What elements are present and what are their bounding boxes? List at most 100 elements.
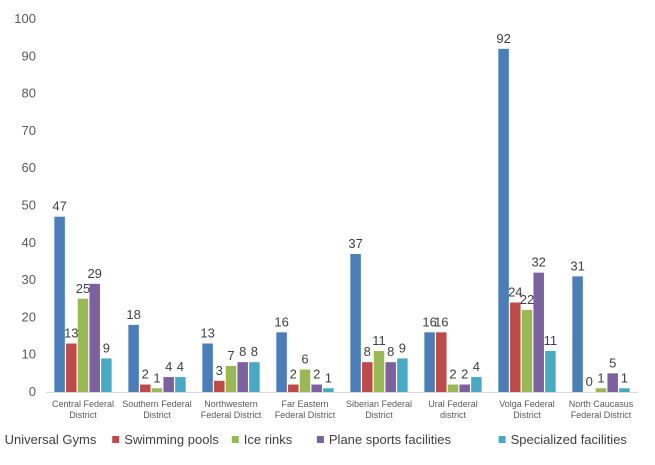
data-label: 2 xyxy=(290,367,297,382)
y-tick-label: 70 xyxy=(22,123,36,138)
bar xyxy=(202,343,213,392)
y-tick-label: 100 xyxy=(14,11,36,26)
bar xyxy=(128,324,139,392)
x-tick-label: Volga Federal xyxy=(499,399,555,409)
legend-item: Swimming pools xyxy=(112,432,219,447)
legend-swatch xyxy=(231,436,239,443)
data-label: 9 xyxy=(399,340,406,355)
legend-label: Ice rinks xyxy=(244,432,293,447)
data-label: 0 xyxy=(586,374,593,389)
x-tick-label: Far Eastern xyxy=(281,399,328,409)
data-label: 16 xyxy=(422,314,436,329)
data-label: 47 xyxy=(52,199,66,214)
legend-item: Specialized facilities xyxy=(498,432,627,447)
bar xyxy=(447,384,459,392)
bar xyxy=(163,377,174,392)
x-tick-label: District xyxy=(69,410,97,420)
data-label: 2 xyxy=(313,367,320,382)
y-tick-label: 80 xyxy=(22,86,36,101)
data-label: 6 xyxy=(301,352,308,367)
bar xyxy=(362,362,373,392)
bar xyxy=(288,384,299,392)
data-label: 3 xyxy=(216,363,223,378)
y-axis: 0 10 20 30 40 50 60 70 80 90 100 xyxy=(14,11,36,399)
data-label: 9 xyxy=(103,340,110,355)
bar xyxy=(311,384,322,392)
x-tick-label: Federal District xyxy=(571,410,632,420)
data-label: 1 xyxy=(153,370,160,385)
x-tick-label: Northwestern xyxy=(204,399,258,409)
legend-swatch xyxy=(112,436,120,443)
y-tick-label: 0 xyxy=(29,384,36,399)
legend-item: Plane sports facilities xyxy=(316,432,452,447)
data-label: 16 xyxy=(434,314,448,329)
data-label: 1 xyxy=(597,370,604,385)
y-tick-label: 60 xyxy=(22,160,36,175)
data-label: 29 xyxy=(87,266,101,281)
data-label: 25 xyxy=(76,281,90,296)
data-label: 8 xyxy=(239,344,246,359)
data-label: 2 xyxy=(142,367,149,382)
data-label: 8 xyxy=(387,344,394,359)
legend-label: Plane sports facilities xyxy=(329,432,452,447)
bar xyxy=(510,302,521,392)
x-tick-label: Ural Federal xyxy=(428,399,478,409)
data-label: 4 xyxy=(473,359,480,374)
x-tick-label: district xyxy=(440,410,467,420)
bar xyxy=(89,283,100,392)
data-label: 24 xyxy=(508,284,522,299)
x-tick-label: Central Federal xyxy=(52,399,114,409)
data-label: 4 xyxy=(165,359,172,374)
bar xyxy=(607,373,618,392)
legend-label: Universal Gyms xyxy=(5,432,97,447)
data-label: 13 xyxy=(64,326,78,341)
data-label: 7 xyxy=(227,348,234,363)
x-tick-label: Federal District xyxy=(201,410,262,420)
data-label: 22 xyxy=(520,292,534,307)
bar xyxy=(373,350,385,392)
bar xyxy=(249,362,260,392)
bar xyxy=(101,358,112,392)
bar xyxy=(397,358,408,392)
data-label: 8 xyxy=(364,344,371,359)
x-tick-label: District xyxy=(365,410,393,420)
legend-item: Universal Gyms xyxy=(5,432,97,447)
data-label: 18 xyxy=(126,307,140,322)
bars xyxy=(54,48,630,393)
bar xyxy=(140,384,151,392)
bar xyxy=(619,388,630,392)
data-label: 31 xyxy=(570,258,584,273)
bar xyxy=(436,332,447,392)
y-tick-label: 40 xyxy=(22,235,36,250)
bar xyxy=(237,362,248,392)
bar xyxy=(545,350,556,392)
data-label: 2 xyxy=(461,367,468,382)
data-label: 13 xyxy=(200,326,214,341)
y-tick-label: 50 xyxy=(22,198,36,213)
y-tick-label: 90 xyxy=(22,48,36,63)
legend-item: Ice rinks xyxy=(231,432,293,447)
x-tick-label: Southern Federal xyxy=(122,399,192,409)
legend-label: Swimming pools xyxy=(124,432,219,447)
bar xyxy=(276,332,287,392)
bar xyxy=(299,369,311,392)
bar xyxy=(459,384,470,392)
data-label: 1 xyxy=(325,370,332,385)
data-label: 2 xyxy=(449,367,456,382)
x-tick-label: North Caucasus xyxy=(569,399,634,409)
bar xyxy=(175,377,186,392)
data-label: 32 xyxy=(531,255,545,270)
bar xyxy=(350,253,361,392)
data-label: 5 xyxy=(609,355,616,370)
bar xyxy=(77,298,89,392)
bar xyxy=(151,388,163,392)
data-label: 1 xyxy=(621,370,628,385)
bar xyxy=(214,380,225,392)
bar xyxy=(385,362,396,392)
legend-swatch xyxy=(316,436,324,443)
data-label: 8 xyxy=(251,344,258,359)
